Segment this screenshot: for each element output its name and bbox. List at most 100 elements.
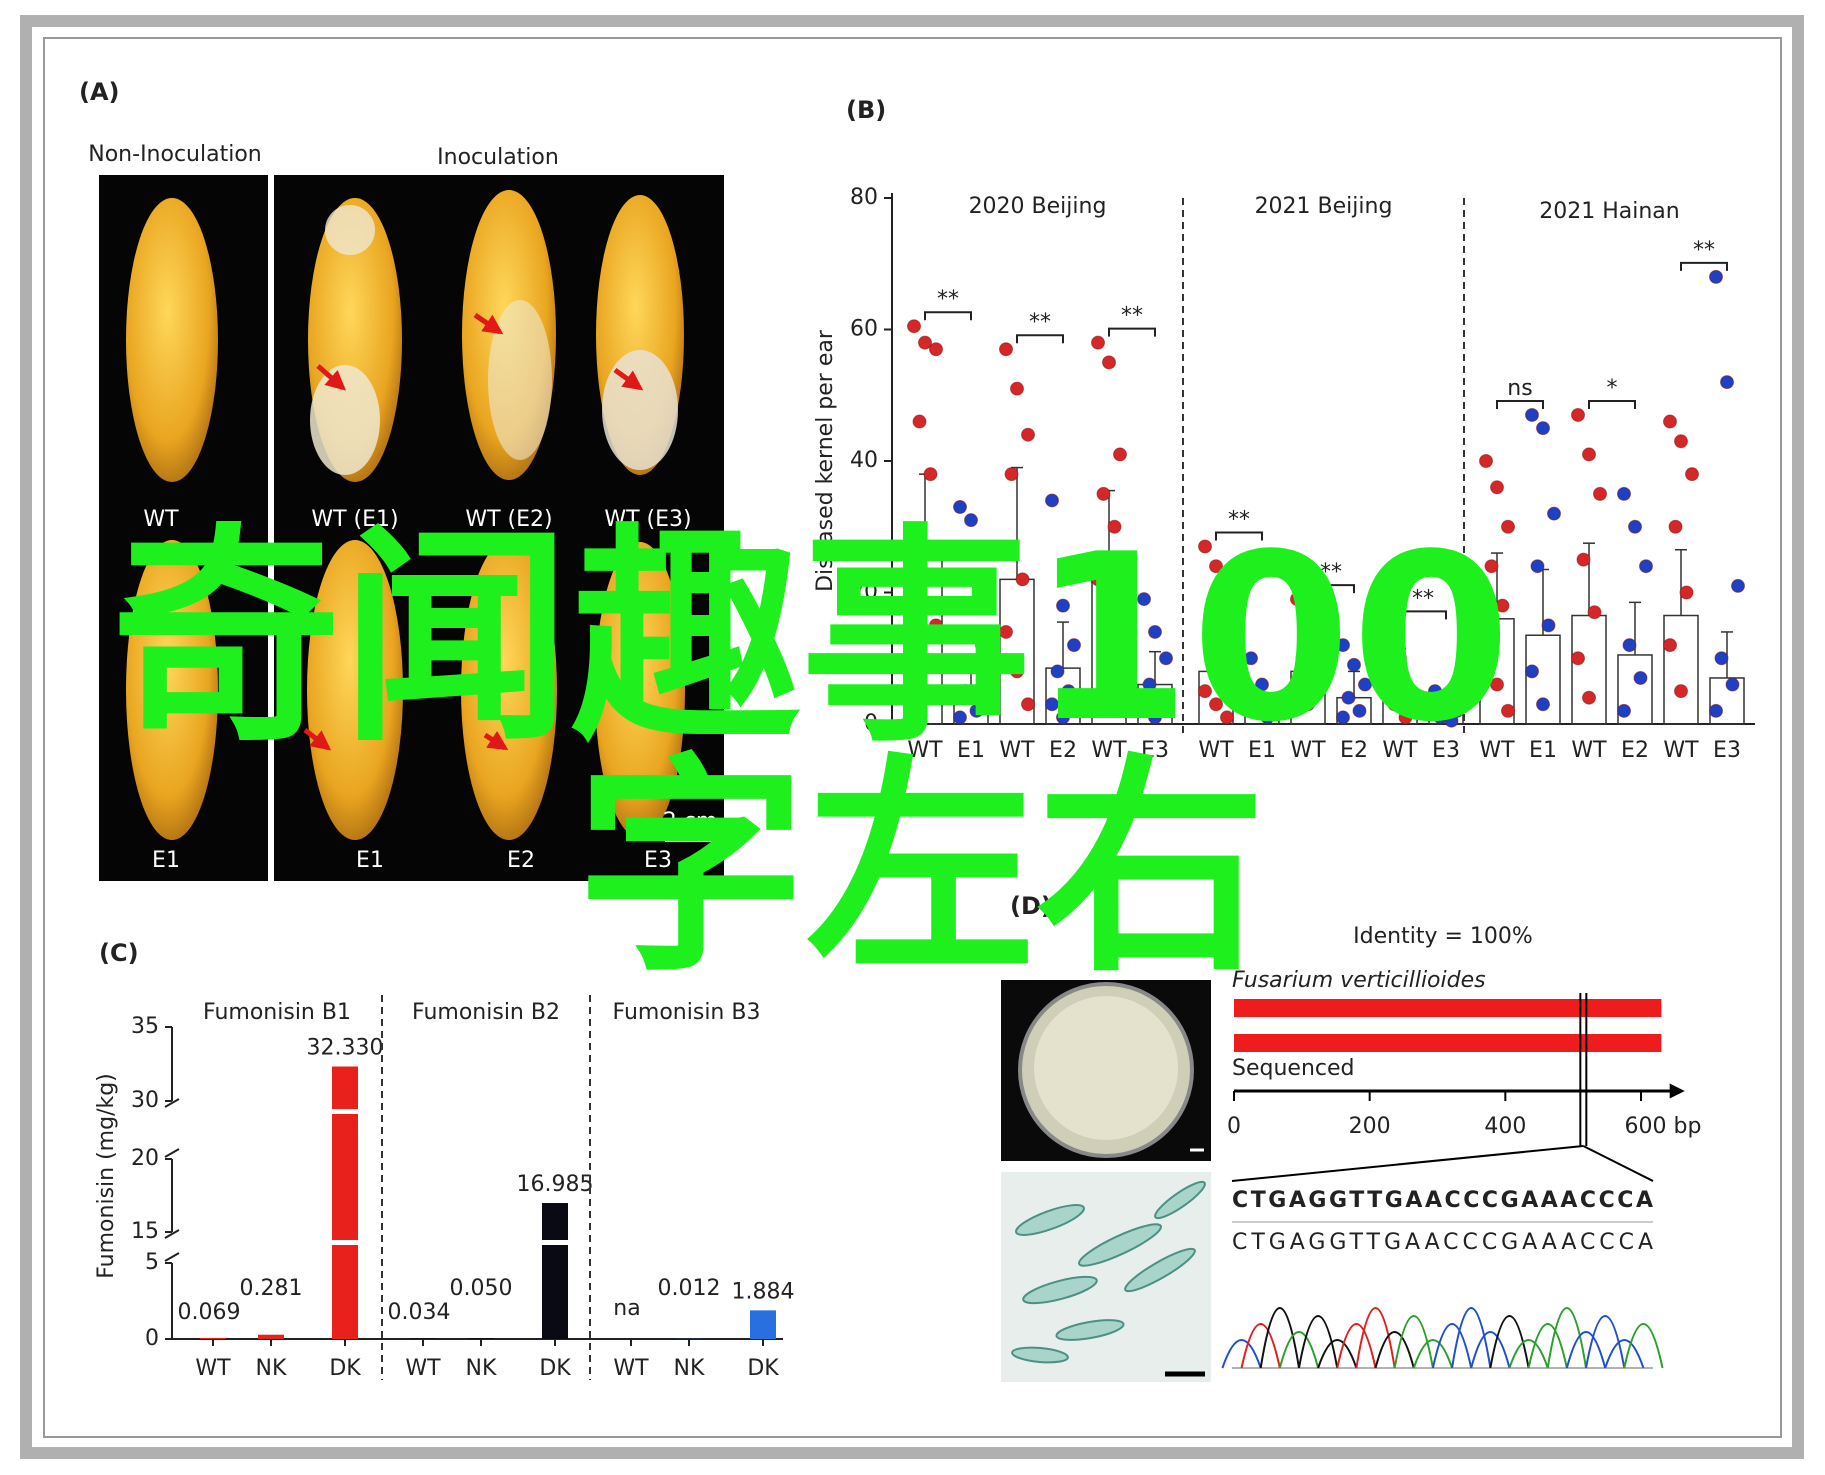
y-tick-label: 5 (145, 1250, 159, 1275)
bar (332, 1066, 358, 1339)
data-point (1159, 651, 1173, 666)
data-point (1530, 559, 1545, 574)
data-point (1541, 618, 1556, 633)
data-point (1209, 697, 1223, 712)
data-point (1061, 684, 1076, 699)
data-point (1352, 703, 1367, 718)
significance-label: ** (1121, 304, 1143, 329)
x-tick-label: E3 (1432, 738, 1460, 763)
data-point (1203, 638, 1218, 653)
infection (602, 350, 678, 470)
spore (1022, 1275, 1098, 1305)
data-point (1617, 486, 1631, 501)
data-point (1628, 519, 1642, 534)
spore (1055, 1319, 1125, 1341)
y-tick-label: 60 (850, 317, 878, 342)
x-tick-label: WT (1290, 738, 1326, 763)
chromatogram-peak (1336, 1323, 1377, 1369)
data-point (1148, 710, 1162, 725)
significance-label: ** (1412, 586, 1434, 611)
data-point (1393, 651, 1407, 666)
spore (1011, 1346, 1069, 1364)
data-point (1501, 703, 1515, 718)
data-point (1720, 375, 1734, 390)
data-point (1021, 697, 1035, 712)
data-point (1015, 572, 1030, 587)
group-title: 2021 Beijing (1255, 194, 1393, 219)
value-label: 1.884 (732, 1279, 795, 1304)
chromatogram-peak (1297, 1315, 1339, 1369)
bar (542, 1203, 568, 1339)
sequence: CTGAGGTTGAACCCGAAACCCA (1232, 1230, 1653, 1255)
data-point (1571, 407, 1585, 422)
data-point (1153, 690, 1168, 705)
data-point (1490, 480, 1504, 495)
data-point (1382, 618, 1396, 633)
x-tick-label: E3 (1141, 738, 1169, 763)
y-tick-label: 15 (131, 1219, 159, 1244)
chromatogram-peak (1470, 1331, 1511, 1369)
data-point (1306, 664, 1321, 679)
data-point (1587, 605, 1602, 620)
data-point (912, 414, 927, 429)
infection (310, 365, 380, 475)
value-label: 16.985 (517, 1172, 594, 1197)
data-point (1536, 421, 1550, 436)
bar (200, 1337, 226, 1339)
x-tick-label: 0 (1227, 1114, 1241, 1139)
x-tick-label: E1 (1248, 738, 1276, 763)
data-point (1045, 493, 1059, 508)
data-point (1045, 697, 1059, 712)
value-label: na (613, 1296, 640, 1321)
data-point (1004, 467, 1019, 482)
data-point (1639, 559, 1653, 574)
data-point (1668, 519, 1683, 534)
data-point (1685, 467, 1699, 482)
data-point (1709, 269, 1723, 284)
spores (1011, 1180, 1206, 1364)
y-tick-label: 0 (145, 1326, 159, 1351)
data-point (1312, 624, 1326, 639)
data-point (1255, 677, 1269, 692)
x-tick-label: 200 (1349, 1114, 1391, 1139)
value-label: 0.034 (388, 1300, 451, 1325)
data-point (1244, 651, 1258, 666)
value-label: 0.069 (178, 1300, 241, 1325)
data-point (1290, 592, 1304, 607)
x-tick-label: E1 (1529, 738, 1557, 763)
data-point (975, 638, 989, 653)
data-point (1336, 638, 1350, 653)
group-title: Fumonisin B1 (203, 1000, 351, 1025)
data-point (1220, 710, 1234, 725)
data-point (1198, 539, 1212, 554)
chromatogram-peak (1431, 1323, 1473, 1369)
sequenced-label: Sequenced (1232, 1056, 1354, 1081)
data-point (1336, 710, 1350, 725)
data-point (1479, 638, 1493, 653)
species-label: Fusarium verticillioides (1232, 968, 1486, 993)
data-point (1582, 690, 1596, 705)
colony (1034, 996, 1178, 1140)
data-point (953, 710, 967, 725)
data-point (1525, 664, 1539, 679)
value-label: 0.281 (240, 1276, 303, 1301)
arrow (303, 728, 332, 751)
x-tick-label: WT (1571, 738, 1607, 763)
panel-label: (A) (79, 78, 120, 106)
data-point (1398, 710, 1413, 725)
data-point (1479, 454, 1493, 468)
arrow (473, 312, 504, 335)
read-bar (1234, 999, 1662, 1017)
chromatogram-peak (1508, 1339, 1549, 1369)
x-tick-label: WT (1091, 738, 1127, 763)
data-point (953, 500, 967, 515)
chromatogram-peak (1451, 1307, 1492, 1369)
data-point (1674, 434, 1688, 449)
ear-label: E2 (507, 848, 535, 873)
y-tick-label: 35 (131, 1014, 159, 1039)
x-tick-label: 400 (1484, 1114, 1526, 1139)
data-point (1220, 598, 1234, 613)
spore (1154, 1180, 1206, 1220)
data-point (999, 624, 1013, 639)
value-label: 0.050 (450, 1276, 513, 1301)
